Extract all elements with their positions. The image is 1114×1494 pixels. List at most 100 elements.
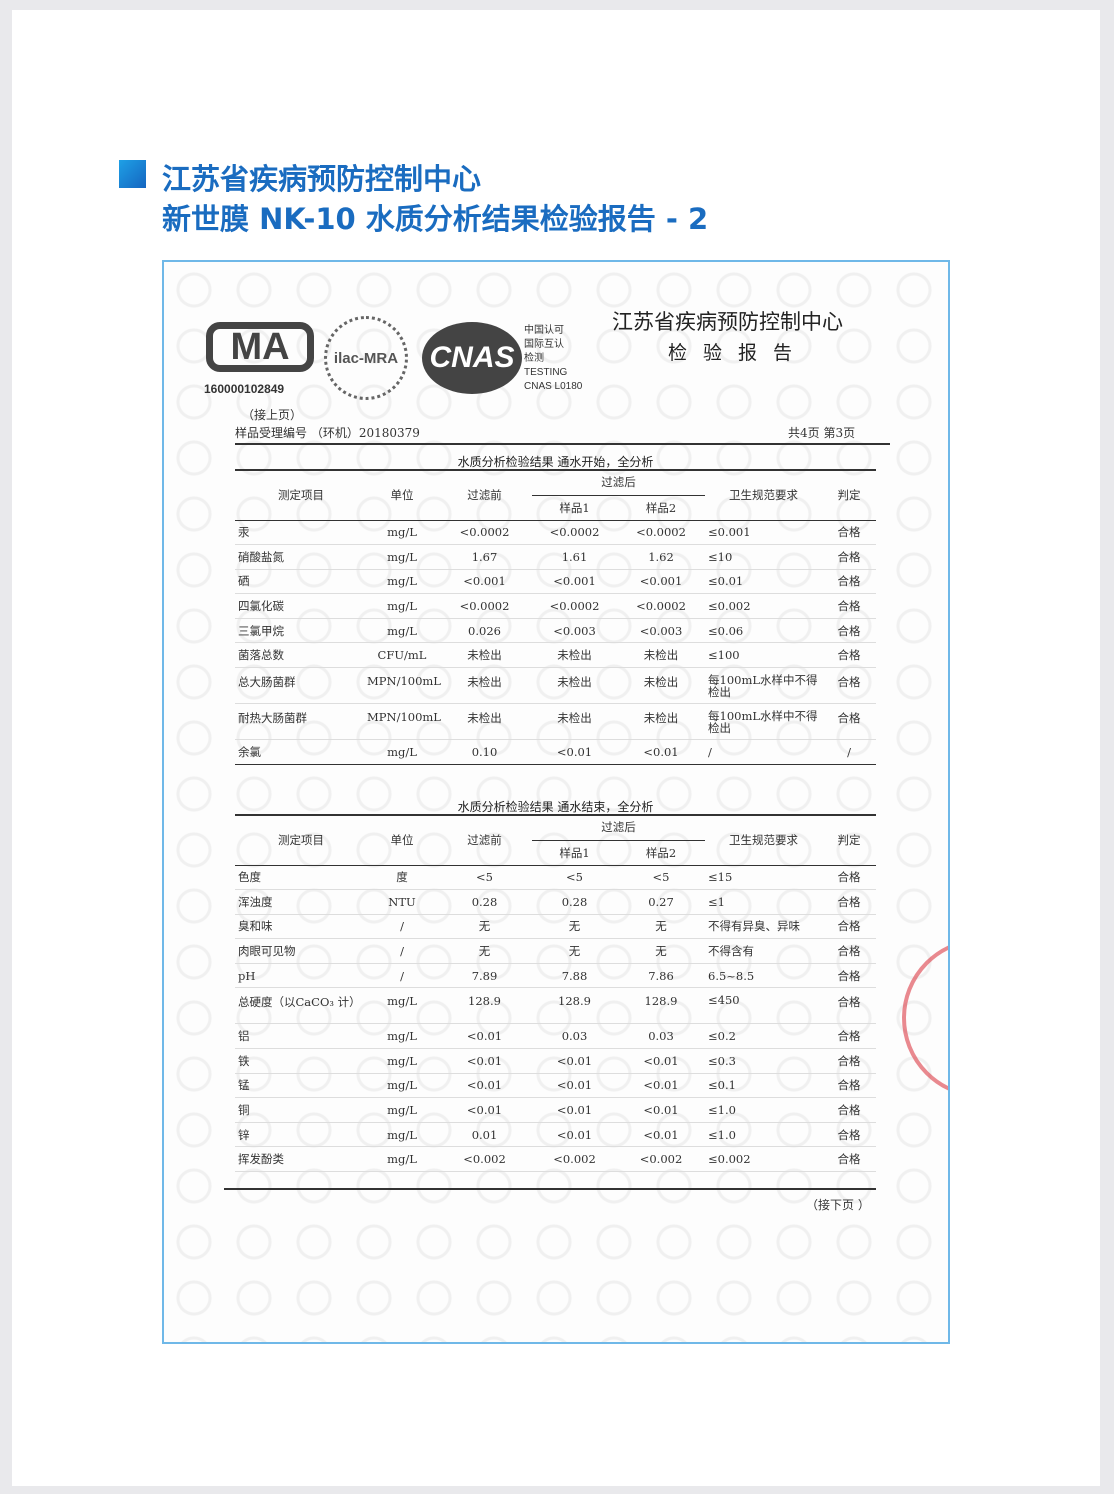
cell-sample2: <0.01 [617, 1048, 705, 1074]
table-row: 铜 mg/L <0.01 <0.01 <0.01 ≤1.0 合格 [235, 1097, 876, 1123]
cell-sample1: <5 [532, 865, 617, 891]
cell-item: 臭和味 [235, 914, 367, 940]
cell-item: 硝酸盐氮 [235, 544, 367, 570]
cnas-logo: CNAS [422, 322, 522, 394]
cell-sample2: <0.002 [617, 1146, 705, 1173]
cell-before: <0.0002 [437, 520, 532, 546]
cell-before: <0.002 [437, 1146, 532, 1173]
table2-title: 水质分析检验结果 通水结束，全分析 [457, 800, 654, 814]
header-judgement: 判定 [822, 470, 876, 521]
header-before: 过滤前 [437, 815, 532, 866]
table-row: 硝酸盐氮 mg/L 1.67 1.61 1.62 ≤10 合格 [235, 544, 876, 570]
cell-sample2: <0.0002 [617, 593, 705, 619]
cnas-line: 国际互认 [524, 339, 564, 350]
cell-item: 肉眼可见物 [235, 938, 367, 964]
org-name: 江苏省疾病预防控制中心 [612, 310, 843, 334]
cell-unit: mg/L [367, 1122, 437, 1148]
cell-item: 总硬度（以CaCO₃ 计） [235, 987, 367, 1025]
cell-before: 7.89 [437, 963, 532, 989]
cell-sample1: 未检出 [532, 667, 617, 705]
red-seal-stamp [902, 938, 948, 1098]
cell-requirement: ≤0.01 [705, 569, 822, 595]
cell-unit: / [367, 963, 437, 989]
cell-item: 铜 [235, 1097, 367, 1123]
cell-judgement: 合格 [822, 1023, 876, 1050]
table1: 测定项目 单位 过滤前 过滤后 卫生规范要求 判定 样品1 样品2 汞 mg/L <0.0002 <0… [235, 470, 876, 765]
cell-item: 色度 [235, 865, 367, 891]
cnas-line: CNAS L0180 [524, 381, 583, 392]
cell-before: 0.28 [437, 889, 532, 915]
cell-requirement: ≤0.06 [705, 618, 822, 644]
table-row: 铝 mg/L <0.01 0.03 0.03 ≤0.2 合格 [235, 1023, 876, 1050]
cell-sample1: <0.0002 [532, 593, 617, 619]
cell-sample1: <0.01 [532, 1073, 617, 1099]
cell-item: 总大肠菌群 [235, 667, 367, 705]
cell-item: 硒 [235, 569, 367, 595]
cell-sample2: <0.01 [617, 1122, 705, 1148]
header-requirement: 卫生规范要求 [705, 470, 822, 521]
table-row: 肉眼可见物 / 无无无不得含有 合格 [235, 938, 876, 964]
cell-unit: 度 [367, 865, 437, 891]
cell-sample2: <0.01 [617, 1097, 705, 1123]
table-row: 菌落总数 CFU/mL 未检出 未检出 未检出 ≤100 合格 [235, 642, 876, 669]
ilac-logo: ilac-MRA [324, 316, 408, 400]
cell-before: <0.01 [437, 1023, 532, 1050]
cell-judgement: 合格 [822, 569, 876, 595]
cell-sample2: 0.27 [617, 889, 705, 915]
table-row: 锰 mg/L <0.01 <0.01 <0.01 ≤0.1 合格 [235, 1073, 876, 1099]
cell-requirement: ≤1.0 [705, 1097, 822, 1123]
header-after: 过滤后 [532, 470, 705, 496]
table-row: 四氯化碳 mg/L <0.0002 <0.0002 <0.0002 ≤0.002 合格 [235, 593, 876, 619]
cell-unit: mg/L [367, 618, 437, 644]
cell-unit: mg/L [367, 520, 437, 546]
cell-sample1: 无 [532, 938, 617, 964]
cell-sample2: 0.03 [617, 1023, 705, 1050]
report-title: 检验报告 [668, 342, 809, 364]
cell-sample2: 1.62 [617, 544, 705, 570]
cell-before: <5 [437, 865, 532, 891]
cell-sample1: <0.002 [532, 1146, 617, 1173]
cell-sample1: 128.9 [532, 987, 617, 1025]
cell-item: 铁 [235, 1048, 367, 1074]
cell-before: 无 [437, 938, 532, 964]
cell-before: 0.01 [437, 1122, 532, 1148]
cell-unit: mg/L [367, 1097, 437, 1123]
cell-before: 未检出 [437, 667, 532, 705]
header-sample2: 样品2 [617, 495, 705, 521]
heading-marker [119, 160, 146, 188]
cell-before: 0.026 [437, 618, 532, 644]
cell-item: 锰 [235, 1073, 367, 1099]
cell-judgement: 合格 [822, 1122, 876, 1148]
cell-sample1: 0.03 [532, 1023, 617, 1050]
cell-requirement: 每100mL水样中不得检出 [705, 703, 822, 741]
header-requirement: 卫生规范要求 [705, 815, 822, 866]
cell-unit: NTU [367, 889, 437, 915]
cell-judgement: 合格 [822, 914, 876, 940]
cell-before: 未检出 [437, 642, 532, 669]
cell-sample1: <0.001 [532, 569, 617, 595]
cell-sample1: <0.0002 [532, 520, 617, 546]
cell-before: 0.10 [437, 739, 532, 765]
cell-sample1: <0.01 [532, 1097, 617, 1123]
cell-before: 1.67 [437, 544, 532, 570]
cell-requirement: / [705, 739, 822, 765]
header-item: 测定项目 [235, 815, 367, 866]
cell-before: <0.01 [437, 1048, 532, 1074]
cell-item: 菌落总数 [235, 642, 367, 669]
cell-judgement: 合格 [822, 703, 876, 741]
table-row: 浑浊度 NTU 0.28 0.28 0.27 ≤1 合格 [235, 889, 876, 915]
table-row: 臭和味 / 无无无不得有异臭、异味 合格 [235, 914, 876, 940]
cell-requirement: ≤0.1 [705, 1073, 822, 1099]
cell-judgement: 合格 [822, 544, 876, 570]
cell-sample1: <0.01 [532, 1122, 617, 1148]
cell-sample2: <0.003 [617, 618, 705, 644]
cnas-text: 中国认可 国际互认 检测 TESTING CNAS L0180 [524, 324, 582, 394]
cell-unit: MPN/100mL [367, 667, 441, 705]
cell-requirement: ≤1 [705, 889, 822, 915]
cell-sample1: 未检出 [532, 703, 617, 741]
table1-title: 水质分析检验结果 通水开始，全分析 [457, 455, 654, 469]
table-row: 锌 mg/L 0.01 <0.01 <0.01 ≤1.0 合格 [235, 1122, 876, 1148]
table-row: 三氯甲烷 mg/L 0.026 <0.003 <0.003 ≤0.06 合格 [235, 618, 876, 644]
cell-requirement: ≤0.001 [705, 520, 822, 546]
cell-unit: MPN/100mL [367, 703, 441, 741]
